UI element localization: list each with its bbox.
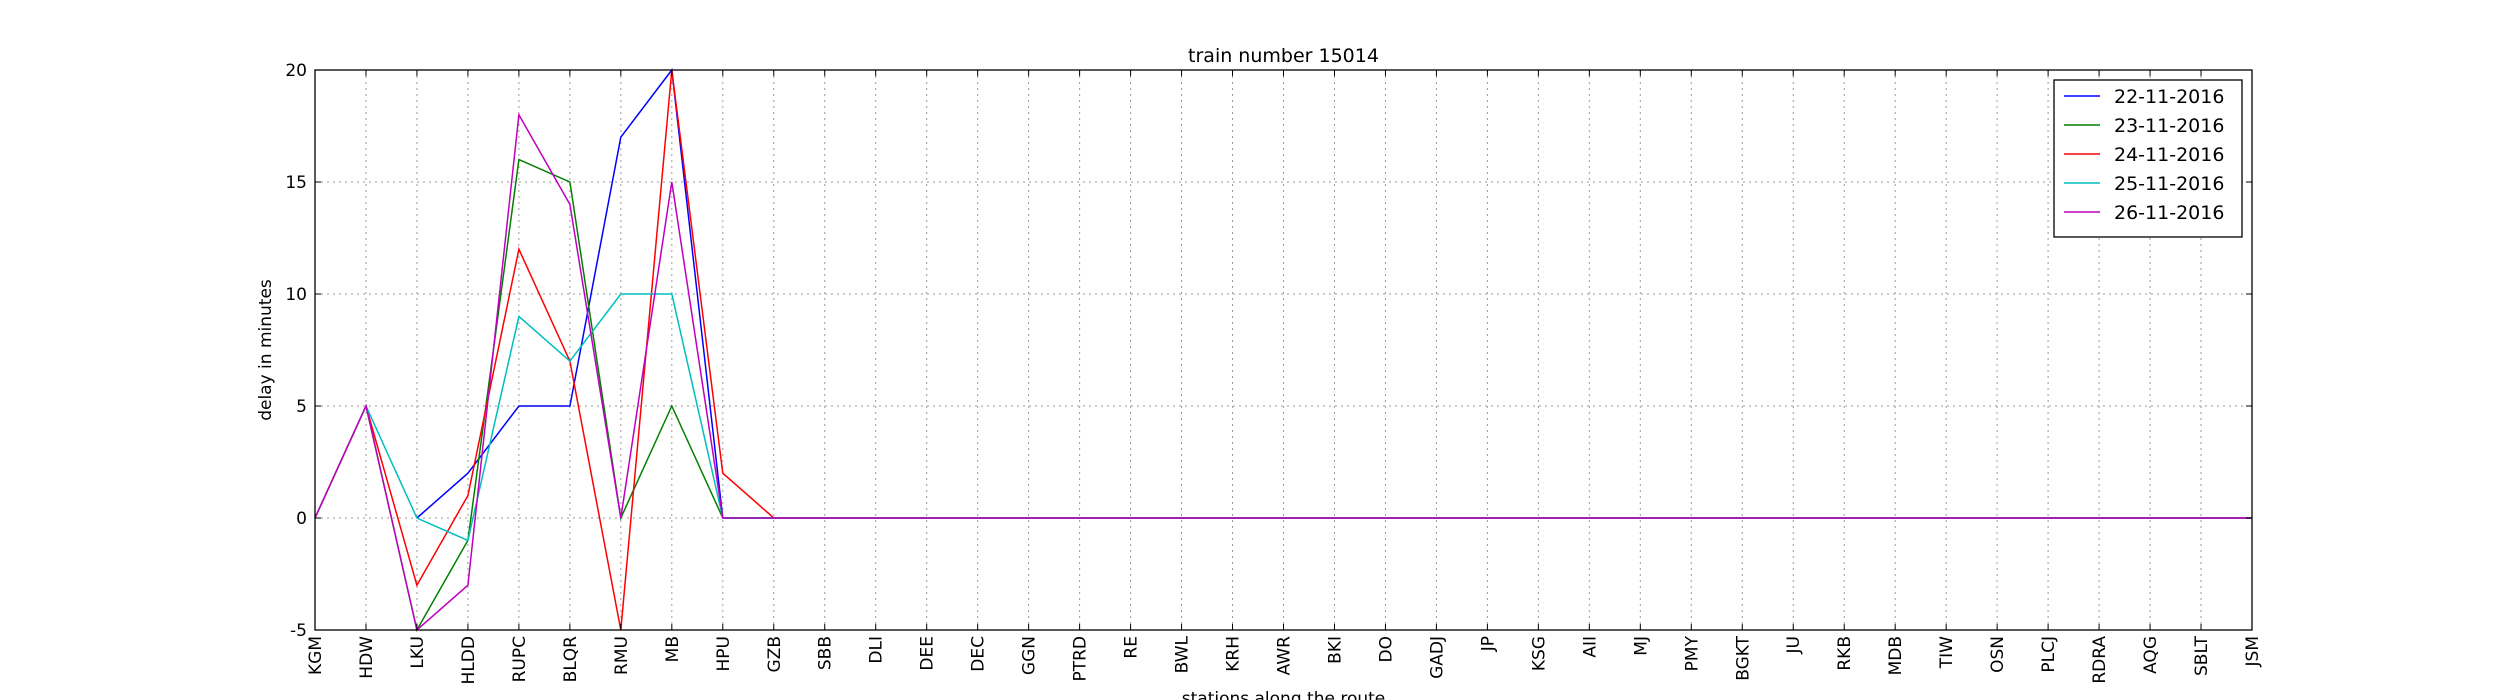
x-tick-label: SBLT (2192, 635, 2212, 676)
chart-title: train number 15014 (1188, 45, 1379, 67)
x-tick-label: MJ (1631, 636, 1651, 656)
x-tick-label: KRH (1224, 636, 1244, 672)
y-tick-labels: -5 0 5 10 15 20 (285, 61, 307, 641)
x-tick-label: OSN (1988, 636, 2008, 673)
x-tick-label: JU (1784, 636, 1804, 654)
x-tick-label: AWR (1275, 636, 1295, 676)
x-tick-labels: KGM HDW LKU HLDD RUPC BLQR RMU MB HPU GZB SBB DLI DE… (306, 635, 2263, 684)
legend-entry: 26-11-2016 (2114, 202, 2224, 224)
x-tick-label: DLI (867, 636, 887, 664)
x-tick-label: GGN (1020, 636, 1040, 675)
x-tick-label: BKI (1325, 636, 1345, 664)
x-tick-label: PLCJ (2039, 636, 2059, 673)
series-layer (314, 68, 2252, 633)
y-tick-label: 10 (285, 285, 307, 305)
legend: 22-11-2016 23-11-2016 24-11-2016 25-11-2016… (2053, 79, 2243, 238)
y-tick-label: 15 (285, 173, 307, 193)
x-tick-label: GZB (765, 636, 785, 672)
x-tick-label: KGM (306, 636, 326, 675)
x-tick-label: JSM (2243, 636, 2263, 667)
x-tick-label: DEE (918, 636, 938, 671)
x-tick-label: RE (1122, 636, 1142, 659)
x-tick-label: BLQR (561, 636, 581, 683)
x-tick-label: AQG (2141, 636, 2161, 674)
x-tick-label: LKU (408, 636, 428, 669)
x-tick-label: SBB (816, 636, 836, 670)
x-tick-label: RUPC (510, 636, 530, 682)
x-tick-label: DO (1376, 636, 1396, 662)
y-tick-label: 20 (285, 61, 307, 81)
x-tick-label: GADJ (1427, 636, 1447, 679)
x-tick-label: BGKT (1733, 635, 1753, 680)
x-tick-label: RKB (1835, 636, 1855, 671)
x-tick-label: KSG (1529, 636, 1549, 671)
y-tick-label: 5 (296, 397, 307, 417)
x-tick-label: MDB (1886, 636, 1906, 675)
legend-entry: 22-11-2016 (2114, 86, 2224, 108)
legend-box (2053, 79, 2243, 238)
x-tick-label: HDW (357, 636, 377, 679)
y-tick-label: 0 (296, 509, 307, 529)
x-tick-label: DEC (969, 636, 989, 672)
x-axis-label: stations along the route (1182, 689, 1386, 700)
x-tick-label: MB (663, 636, 683, 662)
x-tick-label: HLDD (459, 636, 479, 684)
x-tick-label: BWL (1173, 635, 1193, 673)
legend-entry: 23-11-2016 (2114, 115, 2224, 137)
ticks-layer (314, 69, 2253, 631)
x-tick-label: AII (1580, 636, 1600, 658)
x-tick-label: PMY (1682, 635, 1702, 671)
series-line (314, 112, 2252, 632)
legend-entry: 24-11-2016 (2114, 144, 2224, 166)
x-tick-label: TIW (1937, 636, 1957, 669)
legend-entry: 25-11-2016 (2114, 173, 2224, 195)
x-tick-label: JP (1478, 636, 1498, 652)
x-tick-label: RDRA (2090, 636, 2110, 684)
y-axis-label: delay in minutes (256, 279, 276, 421)
x-tick-label: RMU (612, 636, 632, 675)
x-tick-label: PTRD (1071, 636, 1091, 682)
x-tick-label: HPU (714, 636, 734, 671)
y-tick-label: -5 (290, 621, 307, 641)
